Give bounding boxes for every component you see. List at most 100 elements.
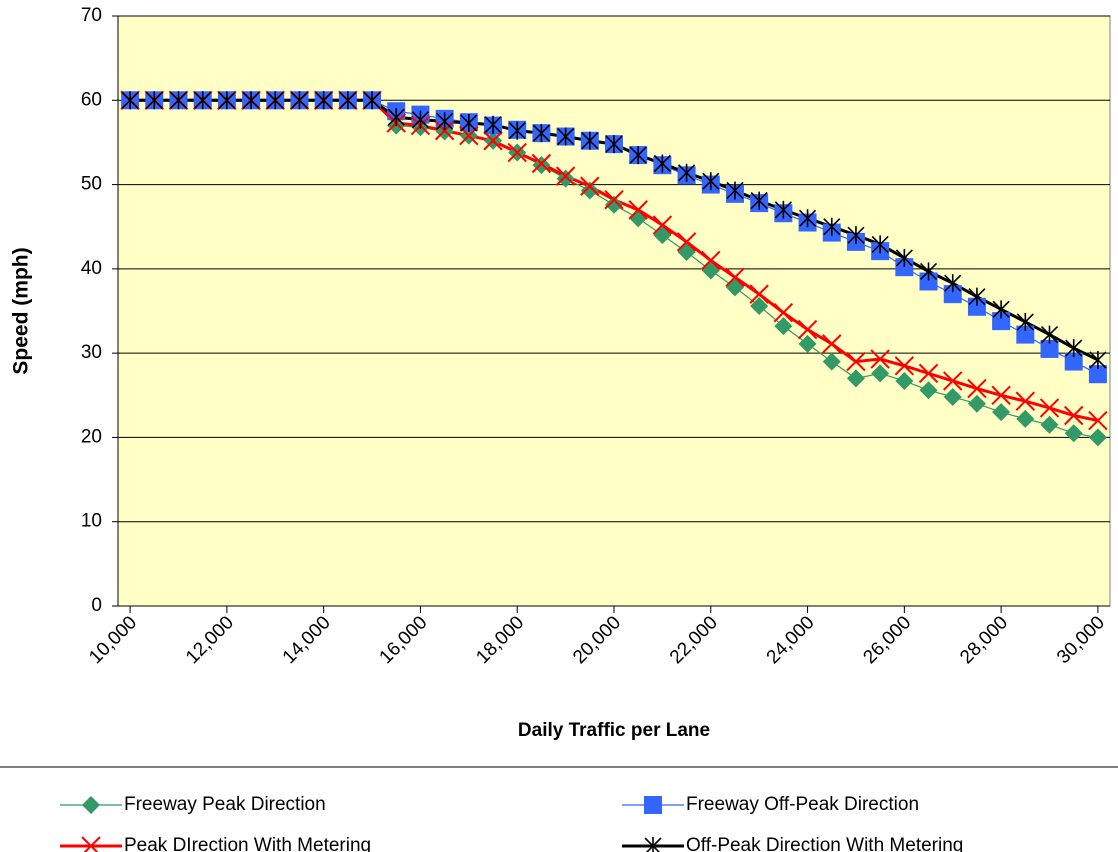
marker xyxy=(387,108,405,127)
marker xyxy=(169,91,188,110)
marker xyxy=(460,114,478,133)
marker xyxy=(992,300,1010,319)
marker xyxy=(145,91,163,110)
marker xyxy=(967,378,987,399)
marker xyxy=(1016,312,1034,331)
marker xyxy=(652,215,673,235)
marker xyxy=(1065,339,1083,358)
marker xyxy=(121,91,139,110)
x-tick-label: 12,000 xyxy=(182,612,238,668)
marker xyxy=(580,176,600,196)
marker xyxy=(605,135,623,154)
marker xyxy=(847,226,865,245)
legend-label: Peak DIrection With Metering xyxy=(124,835,371,852)
marker xyxy=(1089,350,1107,369)
x-tick-label: 30,000 xyxy=(1053,612,1109,668)
marker xyxy=(871,235,889,254)
marker xyxy=(531,153,552,174)
marker xyxy=(991,385,1011,405)
marker xyxy=(846,369,865,388)
marker xyxy=(798,209,817,228)
marker xyxy=(895,248,913,267)
marker xyxy=(581,131,599,150)
legend-label: Freeway Off-Peak Direction xyxy=(686,794,919,815)
marker xyxy=(773,302,794,323)
marker xyxy=(434,120,455,141)
marker xyxy=(339,91,357,110)
marker xyxy=(411,110,430,129)
marker xyxy=(774,317,793,336)
marker xyxy=(919,262,938,281)
marker xyxy=(194,91,212,110)
marker xyxy=(604,190,624,210)
marker xyxy=(894,356,915,376)
marker xyxy=(218,91,236,110)
marker xyxy=(628,200,648,220)
legend-item: Off-Peak Direction With Metering xyxy=(622,835,963,852)
marker xyxy=(1016,325,1035,344)
y-tick-label: 10 xyxy=(81,511,102,532)
marker xyxy=(870,349,890,369)
marker xyxy=(798,334,817,353)
marker xyxy=(555,166,576,186)
x-tick-label: 26,000 xyxy=(859,612,915,668)
marker xyxy=(81,836,101,852)
marker xyxy=(1040,415,1059,434)
marker xyxy=(1088,428,1107,447)
marker xyxy=(871,364,890,383)
x-axis-title: Daily Traffic per Lane xyxy=(518,720,710,741)
marker xyxy=(1039,398,1060,418)
marker xyxy=(774,200,792,219)
x-tick-label: 18,000 xyxy=(472,612,528,668)
marker xyxy=(678,163,696,182)
legend-label: Off-Peak Direction With Metering xyxy=(686,835,963,852)
marker xyxy=(82,796,100,814)
y-tick-label: 60 xyxy=(81,89,102,110)
marker xyxy=(1015,391,1036,411)
y-axis-title: Speed (mph) xyxy=(10,247,33,374)
marker xyxy=(653,154,671,173)
marker xyxy=(1064,424,1083,443)
marker xyxy=(943,371,963,391)
marker xyxy=(943,285,962,304)
marker xyxy=(749,284,769,304)
marker xyxy=(992,403,1011,422)
marker xyxy=(1016,409,1035,428)
marker xyxy=(508,121,526,140)
marker xyxy=(436,112,454,131)
marker xyxy=(750,296,769,315)
marker xyxy=(605,195,623,214)
marker xyxy=(1040,339,1059,358)
marker xyxy=(363,91,381,110)
marker xyxy=(290,91,309,110)
y-tick-label: 70 xyxy=(81,5,102,26)
marker xyxy=(242,91,260,110)
marker xyxy=(644,837,662,852)
marker xyxy=(484,115,502,134)
marker xyxy=(967,394,986,413)
marker xyxy=(1064,352,1083,371)
legend-label: Freeway Peak Direction xyxy=(124,794,326,815)
marker xyxy=(918,363,939,384)
marker xyxy=(822,352,841,371)
plot-area xyxy=(117,15,1111,607)
y-tick-label: 30 xyxy=(81,342,102,363)
marker xyxy=(895,371,914,390)
marker xyxy=(701,250,721,271)
marker xyxy=(556,169,575,188)
marker xyxy=(1040,325,1059,344)
marker xyxy=(676,232,697,252)
y-tick-label: 20 xyxy=(81,426,102,447)
marker xyxy=(483,131,503,151)
legend-item: Freeway Off-Peak Direction xyxy=(622,794,919,815)
marker xyxy=(1088,410,1108,431)
x-tick-label: 16,000 xyxy=(376,612,432,668)
legend-item: Peak DIrection With Metering xyxy=(60,835,371,852)
marker xyxy=(532,124,550,143)
marker xyxy=(629,146,647,165)
marker xyxy=(507,142,527,163)
marker xyxy=(919,381,938,400)
marker xyxy=(1064,405,1084,426)
y-tick-label: 40 xyxy=(81,258,102,279)
